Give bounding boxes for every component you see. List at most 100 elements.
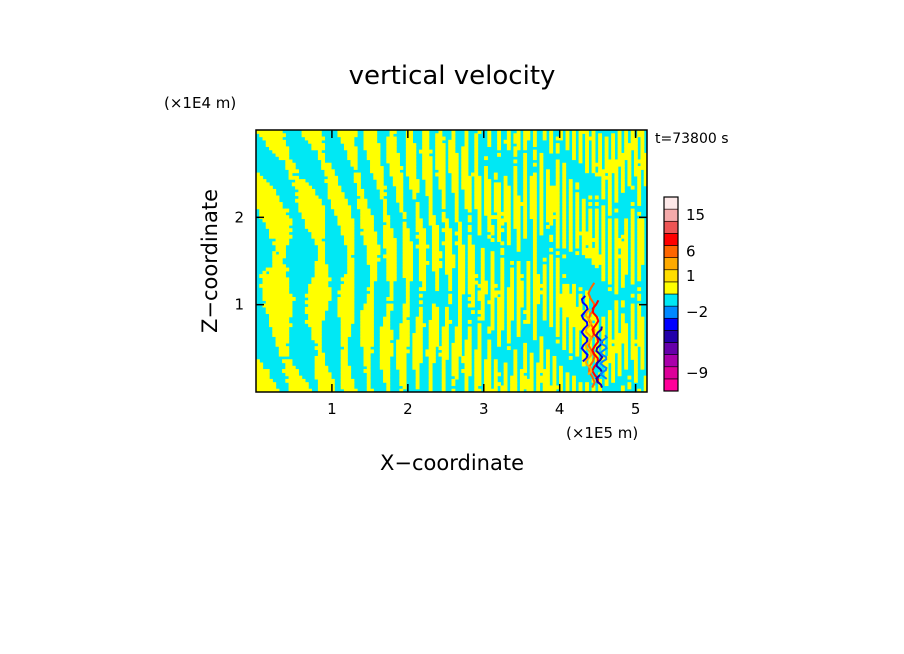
field-cell xyxy=(360,313,365,318)
field-cell xyxy=(269,388,273,392)
field-cell xyxy=(256,205,260,210)
field-cell xyxy=(311,336,316,341)
field-cell xyxy=(314,241,319,246)
field-cell xyxy=(272,195,277,200)
field-cell xyxy=(513,388,518,392)
field-cell xyxy=(402,372,407,377)
field-cell xyxy=(572,388,576,392)
field-cell xyxy=(370,133,374,138)
field-cell xyxy=(500,283,505,288)
field-cell xyxy=(379,329,384,334)
field-cell xyxy=(262,385,267,390)
field-cell xyxy=(458,224,462,229)
field-cell xyxy=(405,300,410,305)
field-cell xyxy=(581,329,586,334)
field-cell xyxy=(552,365,557,370)
field-cell xyxy=(575,215,580,220)
field-cell xyxy=(370,274,374,278)
field-cell xyxy=(506,241,511,246)
field-cell xyxy=(620,336,625,341)
field-cell xyxy=(490,323,495,328)
field-cell xyxy=(256,382,260,387)
field-cell xyxy=(471,277,475,282)
field-cell xyxy=(461,159,466,164)
field-cell xyxy=(545,188,550,193)
plot-frame xyxy=(255,129,648,393)
field-cell xyxy=(422,277,427,282)
field-cell xyxy=(259,208,264,213)
field-cell xyxy=(604,143,609,147)
field-cell xyxy=(259,195,264,200)
field-cell xyxy=(327,372,332,377)
field-cell xyxy=(383,355,387,360)
field-cell xyxy=(614,323,619,328)
field-cell xyxy=(477,336,482,341)
field-cell xyxy=(523,310,528,315)
field-cell xyxy=(581,323,586,328)
field-cell xyxy=(392,136,397,141)
field-cell xyxy=(389,159,394,164)
field-cell xyxy=(340,385,345,390)
field-cell xyxy=(392,267,397,272)
field-cell xyxy=(620,313,625,318)
field-cell xyxy=(422,139,427,144)
field-cell xyxy=(285,146,290,151)
field-cell xyxy=(396,182,400,187)
field-cell xyxy=(285,365,290,370)
field-cell xyxy=(513,188,518,193)
field-cell xyxy=(321,146,326,151)
field-cell xyxy=(370,241,374,246)
field-cell xyxy=(353,388,358,392)
field-cell xyxy=(444,355,449,360)
field-cell xyxy=(366,316,371,321)
field-cell xyxy=(565,287,570,292)
field-cell xyxy=(262,179,267,184)
field-cell xyxy=(438,346,443,351)
field-cell xyxy=(415,202,420,206)
field-cell xyxy=(513,185,518,190)
field-cell xyxy=(288,306,293,311)
field-cell xyxy=(568,215,573,220)
field-cell xyxy=(487,139,492,144)
field-cell xyxy=(454,346,459,351)
field-cell xyxy=(640,143,645,147)
field-cell xyxy=(601,238,606,242)
field-cell xyxy=(314,136,319,141)
field-cell xyxy=(278,290,283,295)
field-cell xyxy=(575,306,580,311)
field-cell xyxy=(545,349,550,354)
field-cell xyxy=(539,365,544,370)
colorbar-swatch xyxy=(663,366,679,380)
colorbar-swatch xyxy=(663,269,679,283)
field-cell xyxy=(418,234,423,239)
field-cell xyxy=(343,369,348,373)
field-cell xyxy=(532,215,537,220)
field-cell xyxy=(321,166,326,170)
field-cell xyxy=(278,241,283,246)
field-cell xyxy=(399,382,404,387)
field-cell xyxy=(484,166,488,170)
field-cell xyxy=(402,264,407,269)
field-cell xyxy=(311,297,316,301)
field-cell xyxy=(562,224,567,229)
field-cell xyxy=(330,205,335,210)
field-cell xyxy=(441,385,446,390)
colorbar-swatch xyxy=(663,378,679,392)
field-cell xyxy=(471,247,475,252)
field-cell xyxy=(620,172,625,177)
field-cell xyxy=(516,313,521,318)
field-cell xyxy=(500,257,505,262)
field-cell xyxy=(471,257,475,262)
field-cell xyxy=(418,247,423,252)
field-cell xyxy=(588,202,593,206)
field-cell xyxy=(591,133,596,138)
field-cell xyxy=(314,195,319,200)
field-cell xyxy=(607,179,612,184)
field-cell xyxy=(418,319,423,324)
field-cell xyxy=(314,290,319,295)
field-cell xyxy=(347,329,352,334)
field-cell xyxy=(480,313,485,318)
field-cell xyxy=(425,169,430,174)
field-cell xyxy=(265,195,270,200)
